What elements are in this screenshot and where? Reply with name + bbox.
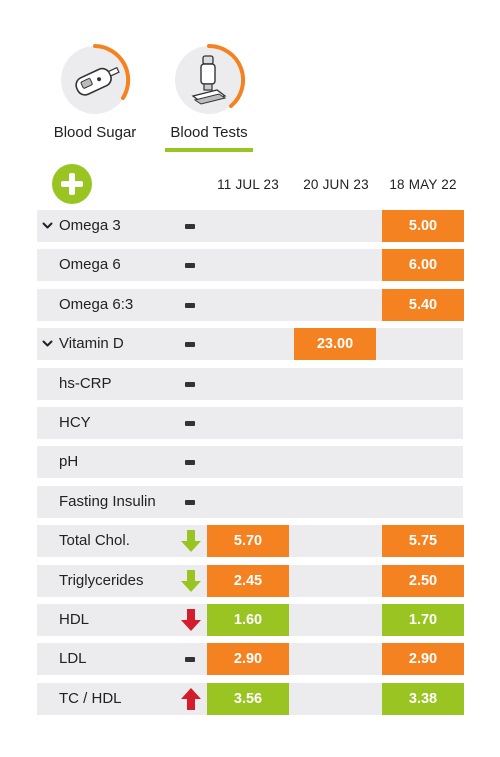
value-cell[interactable]: 1.60	[207, 604, 289, 636]
table-row[interactable]: pH	[37, 446, 463, 478]
value-cell[interactable]: 5.00	[382, 210, 464, 242]
row-label: Omega 3	[59, 217, 121, 234]
active-tab-indicator	[165, 148, 253, 152]
no-change-dash-icon	[185, 421, 195, 426]
table-row[interactable]: Fasting Insulin	[37, 486, 463, 518]
table-row[interactable]: Vitamin D 23.00	[37, 328, 463, 360]
tab-blood-tests[interactable]: Blood Tests	[154, 42, 264, 141]
no-change-dash-icon	[185, 382, 195, 387]
tab-blood-sugar[interactable]: Blood Sugar	[40, 42, 150, 141]
arrow-down-icon	[181, 609, 201, 631]
table-row[interactable]: LDL 2.90 2.90	[37, 643, 464, 675]
chevron-down-icon[interactable]	[42, 339, 53, 349]
row-label: Fasting Insulin	[59, 493, 156, 510]
no-change-dash-icon	[185, 303, 195, 308]
no-change-dash-icon	[185, 500, 195, 505]
row-label: TC / HDL	[59, 690, 122, 707]
table-row[interactable]: Omega 6:3 5.40	[37, 289, 464, 321]
row-label: LDL	[59, 650, 87, 667]
glucometer-icon	[75, 66, 120, 96]
value-cell[interactable]: 3.56	[207, 683, 289, 715]
arrow-down-icon	[181, 570, 201, 592]
value-cell[interactable]: 23.00	[294, 328, 376, 360]
no-change-dash-icon	[185, 342, 195, 347]
row-label: Total Chol.	[59, 532, 130, 549]
table-row[interactable]: Omega 6 6.00	[37, 249, 464, 281]
value-cell[interactable]: 2.90	[382, 643, 464, 675]
row-label: Omega 6	[59, 256, 121, 273]
no-change-dash-icon	[185, 224, 195, 229]
column-header-date: 18 MAY 22	[389, 177, 457, 192]
arrow-down-icon	[181, 530, 201, 552]
table-row[interactable]: hs-CRP	[37, 368, 463, 400]
chevron-down-icon[interactable]	[42, 221, 53, 231]
column-header-date: 20 JUN 23	[303, 177, 369, 192]
tab-blood-sugar-label: Blood Sugar	[53, 124, 137, 141]
value-cell[interactable]: 5.40	[382, 289, 464, 321]
no-change-dash-icon	[185, 460, 195, 465]
add-result-button[interactable]	[52, 164, 92, 204]
row-label: HCY	[59, 414, 91, 431]
no-change-dash-icon	[185, 657, 195, 662]
table-row[interactable]: TC / HDL 3.56 3.38	[37, 683, 464, 715]
column-header-date: 11 JUL 23	[217, 177, 279, 192]
microscope-icon	[191, 55, 227, 105]
value-cell[interactable]: 2.45	[207, 565, 289, 597]
blood-tests-tab-circle	[171, 42, 247, 118]
row-label: hs-CRP	[59, 375, 112, 392]
row-label: pH	[59, 453, 79, 470]
row-label: HDL	[59, 611, 90, 628]
row-label: Triglycerides	[59, 572, 144, 589]
value-cell[interactable]: 6.00	[382, 249, 464, 281]
row-label: Vitamin D	[59, 335, 124, 352]
value-cell[interactable]: 2.50	[382, 565, 464, 597]
value-cell[interactable]: 2.90	[207, 643, 289, 675]
arrow-up-icon	[181, 688, 201, 710]
table-row[interactable]: HCY	[37, 407, 463, 439]
tab-blood-tests-label: Blood Tests	[170, 124, 248, 141]
value-cell[interactable]: 1.70	[382, 604, 464, 636]
value-cell[interactable]: 3.38	[382, 683, 464, 715]
table-row[interactable]: HDL 1.60 1.70	[37, 604, 464, 636]
no-change-dash-icon	[185, 263, 195, 268]
table-row[interactable]: Triglycerides 2.45 2.50	[37, 565, 464, 597]
blood-sugar-tab-circle	[57, 42, 133, 118]
value-cell[interactable]: 5.75	[382, 525, 464, 557]
row-label: Omega 6:3	[59, 296, 134, 313]
value-cell[interactable]: 5.70	[207, 525, 289, 557]
table-row[interactable]: Total Chol. 5.70 5.75	[37, 525, 464, 557]
table-row[interactable]: Omega 3 5.00	[37, 210, 464, 242]
